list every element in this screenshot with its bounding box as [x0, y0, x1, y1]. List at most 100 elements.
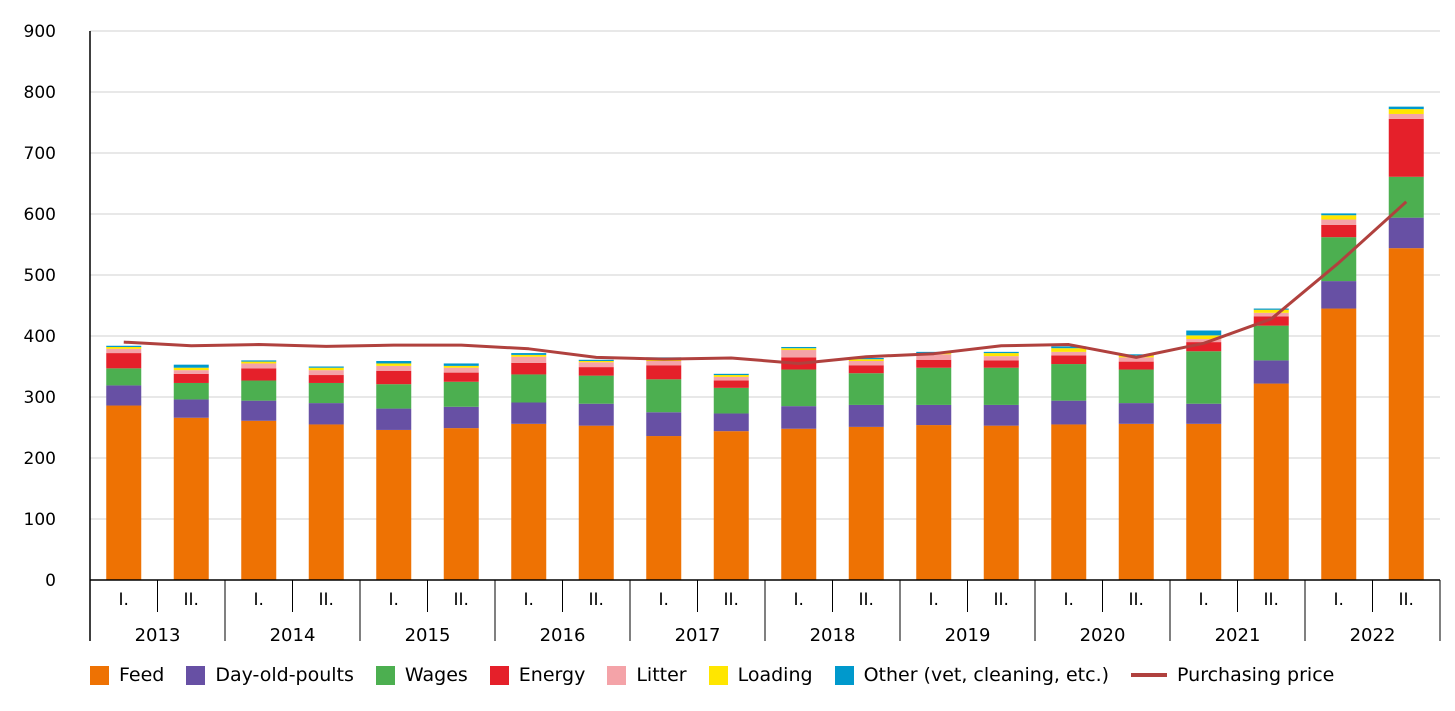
bar-segment-day-old-poults [511, 402, 547, 424]
x-tick-label-half: I. [659, 590, 669, 610]
price-line-layer [123, 200, 1408, 365]
bar-segment-energy [983, 360, 1019, 368]
bar-segment-wages [848, 373, 884, 405]
bar-segment-litter [781, 350, 817, 358]
grid-lines [90, 30, 1440, 520]
bar-segment-feed [308, 424, 344, 580]
x-tick-label-half: I. [389, 590, 399, 610]
bar-segment-energy [106, 353, 142, 369]
bar-segment-energy [848, 365, 884, 374]
bar-segment-litter [511, 356, 547, 363]
bar-segment-wages [916, 367, 952, 405]
bar-segment-loading [1253, 309, 1289, 313]
legend-label: Energy [518, 664, 586, 686]
bar-segment-loading [308, 367, 344, 371]
bar-segment-day-old-poults [713, 413, 749, 432]
legend-swatch [607, 665, 627, 685]
bar-segment-litter [578, 362, 614, 368]
legend-label: Other (vet, cleaning, etc.) [863, 664, 1110, 686]
x-tick-label-year: 2021 [1215, 625, 1261, 646]
bar-segment-loading [1051, 348, 1087, 352]
legend-swatch [708, 665, 728, 685]
x-tick-label-half: I. [1064, 590, 1074, 610]
legend-label: Loading [737, 664, 813, 686]
bar-segment-feed [241, 420, 277, 580]
x-tick-label-half: II. [1129, 590, 1144, 610]
bar-segment-wages [1051, 364, 1087, 401]
bar-segment-wages [1118, 369, 1154, 404]
bar-segment-other-vet-cleaning-etc [578, 359, 614, 362]
x-tick-label-half: II. [1399, 590, 1414, 610]
bar-segment-other-vet-cleaning-etc [443, 363, 479, 366]
bar-segment-day-old-poults [241, 400, 277, 421]
bars [106, 106, 1424, 580]
bar-segment-day-old-poults [848, 404, 884, 427]
bar-segment-loading [173, 367, 209, 371]
bar-segment-feed [1051, 424, 1087, 580]
x-tick-label-half: I. [929, 590, 939, 610]
bar-segment-other-vet-cleaning-etc [1186, 330, 1222, 336]
bar-segment-loading [106, 346, 142, 349]
x-tick-label-half: I. [1334, 590, 1344, 610]
x-tick-label-half: I. [254, 590, 264, 610]
purchasing-price-line [123, 200, 1408, 365]
legend-item: Litter [607, 664, 687, 686]
bar-segment-wages [983, 367, 1019, 405]
bar-segment-wages [646, 379, 682, 413]
bar-segment-litter [848, 361, 884, 366]
bar-segment-other-vet-cleaning-etc [511, 353, 547, 355]
bar-segment-day-old-poults [1321, 281, 1357, 309]
bar-segment-energy [241, 368, 277, 381]
axes: 0 100 200 300 400 500 600 700 800 900 I. II. I. II. I.… [24, 22, 1441, 646]
bar-segment-litter [443, 367, 479, 373]
bar-segment-other-vet-cleaning-etc [713, 373, 749, 376]
bar-segment-wages [511, 374, 547, 403]
legend-item: Energy [489, 664, 586, 686]
bar-segment-wages [173, 382, 209, 400]
bar-segment-day-old-poults [1051, 400, 1087, 425]
bar-segment-litter [1186, 339, 1222, 343]
bar-segment-wages [781, 369, 817, 407]
bar-segment-loading [511, 354, 547, 357]
bar-segment-day-old-poults [1253, 360, 1289, 384]
bar-segment-other-vet-cleaning-etc [848, 357, 884, 360]
bar-segment-wages [241, 380, 277, 401]
x-tick-label-half: II. [1264, 590, 1279, 610]
bar-segment-energy [1253, 316, 1289, 326]
bar-segment-litter [376, 365, 412, 371]
bar-segment-wages [376, 384, 412, 409]
bar-segment-day-old-poults [308, 403, 344, 425]
legend-label: Purchasing price [1177, 664, 1335, 686]
bar-segment-energy [713, 380, 749, 388]
bar-segment-feed [1321, 308, 1357, 580]
bar-segment-other-vet-cleaning-etc [1051, 346, 1087, 349]
bar-segment-energy [1388, 118, 1424, 177]
bar-segment-day-old-poults [578, 403, 614, 426]
x-tick-label-year: 2018 [810, 625, 856, 646]
bar-segment-litter [106, 348, 142, 354]
bar-segment-energy [578, 367, 614, 376]
bar-segment-wages [443, 381, 479, 407]
legend-item: Loading [708, 664, 813, 686]
bar-segment-feed [1253, 383, 1289, 580]
bar-segment-litter [308, 370, 344, 376]
bar-segment-day-old-poults [443, 406, 479, 429]
y-tick-label: 900 [24, 22, 56, 42]
legend-label: Feed [119, 664, 165, 686]
y-tick-label: 100 [24, 510, 56, 530]
bar-segment-loading [578, 361, 614, 363]
x-tick-label-year: 2017 [675, 625, 721, 646]
bar-segment-day-old-poults [173, 399, 209, 418]
bar-segment-feed [646, 436, 682, 580]
bar-segment-day-old-poults [646, 412, 682, 437]
x-tick-label-half: II. [994, 590, 1009, 610]
bar-segment-feed [1388, 248, 1424, 580]
bar-segment-loading [1186, 335, 1222, 340]
bar-segment-litter [1321, 219, 1357, 225]
legend-label: Wages [404, 664, 468, 686]
bar-segment-loading [443, 365, 479, 368]
x-tick-label-year: 2019 [945, 625, 991, 646]
bar-segment-wages [578, 375, 614, 404]
x-tick-label-year: 2022 [1350, 625, 1396, 646]
x-tick-label-year: 2014 [270, 625, 316, 646]
